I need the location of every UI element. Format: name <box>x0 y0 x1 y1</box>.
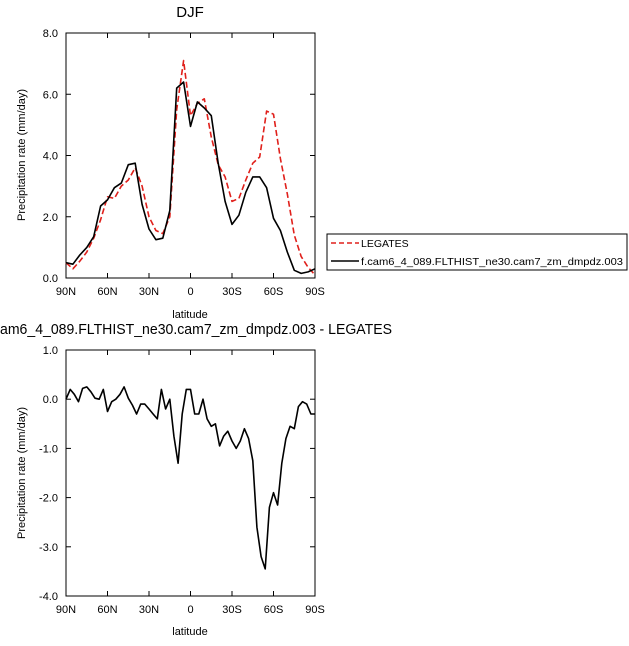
legend-label-model: f.cam6_4_089.FLTHIST_ne30.cam7_zm_dmpdz.… <box>361 256 623 268</box>
top-x-tick-label: 90S <box>305 286 325 298</box>
top-plot-frame <box>65 32 316 279</box>
top-chart-title: DJF <box>176 4 204 21</box>
top-y-tick-label: 2.0 <box>43 212 58 224</box>
bottom-x-tick-label: 90S <box>305 604 325 616</box>
bottom-series-line-0 <box>65 386 315 570</box>
top-series-line-0 <box>65 59 316 276</box>
bottom-x-tick-label: 60N <box>97 604 117 616</box>
bottom-y-tick-label: -1.0 <box>39 443 58 455</box>
top-y-ticks: 0.0 2.0 4.0 6.0 8.0 <box>43 28 315 285</box>
bottom-x-tick-label: 0 <box>187 604 193 616</box>
top-x-tick-label: 0 <box>187 286 193 298</box>
bottom-series <box>65 386 315 570</box>
legend: LEGATES f.cam6_4_089.FLTHIST_ne30.cam7_z… <box>326 233 628 271</box>
top-y-tick-label: 8.0 <box>43 28 58 40</box>
bottom-y-tick-label: 0.0 <box>43 394 58 406</box>
top-series-line-1 <box>65 81 316 275</box>
top-x-tick-label: 30S <box>222 286 242 298</box>
bottom-chart-title: am6_4_089.FLTHIST_ne30.cam7_zm_dmpdz.003… <box>0 321 392 338</box>
bottom-y-tick-label: 1.0 <box>43 345 58 357</box>
bottom-x-axis-label: latitude <box>172 626 207 638</box>
bottom-x-tick-label: 90N <box>56 604 76 616</box>
bottom-y-tick-label: -2.0 <box>39 493 58 505</box>
legend-box <box>326 233 628 271</box>
top-y-tick-label: 6.0 <box>43 89 58 101</box>
top-y-tick-label: 0.0 <box>43 273 58 285</box>
top-panel: DJF 0.02.04.06.08.0 90N 60N 30N 0 30S 60S 90S … <box>16 4 325 321</box>
bottom-y-ticks: -4.0 -3.0 -2.0 -1.0 0.0 1.0 <box>39 345 315 603</box>
top-series <box>65 59 316 276</box>
top-x-tick-label: 90N <box>56 286 76 298</box>
top-x-ticks: 90N 60N 30N 0 30S 60S 90S <box>56 33 325 298</box>
top-y-axis-label: Precipitation rate (mm/day) <box>16 89 28 221</box>
bottom-plot-frame <box>65 349 316 597</box>
top-x-tick-label: 30N <box>139 286 159 298</box>
bottom-y-axis-label: Precipitation rate (mm/day) <box>16 407 28 539</box>
bottom-x-tick-label: 30S <box>222 604 242 616</box>
bottom-y-tick-label: -3.0 <box>39 542 58 554</box>
legend-label-legates: LEGATES <box>361 238 409 250</box>
bottom-x-tick-label: 60S <box>264 604 284 616</box>
top-x-axis-label: latitude <box>172 309 207 321</box>
top-x-tick-label: 60N <box>97 286 117 298</box>
bottom-panel: am6_4_089.FLTHIST_ne30.cam7_zm_dmpdz.003… <box>0 321 392 638</box>
top-x-tick-label: 60S <box>264 286 284 298</box>
bottom-x-ticks: 90N 60N 30N 0 30S 60S 90S <box>56 350 325 616</box>
top-y-tick-label: 4.0 <box>43 151 58 163</box>
bottom-y-tick-label: -4.0 <box>39 591 58 603</box>
bottom-x-tick-label: 30N <box>139 604 159 616</box>
